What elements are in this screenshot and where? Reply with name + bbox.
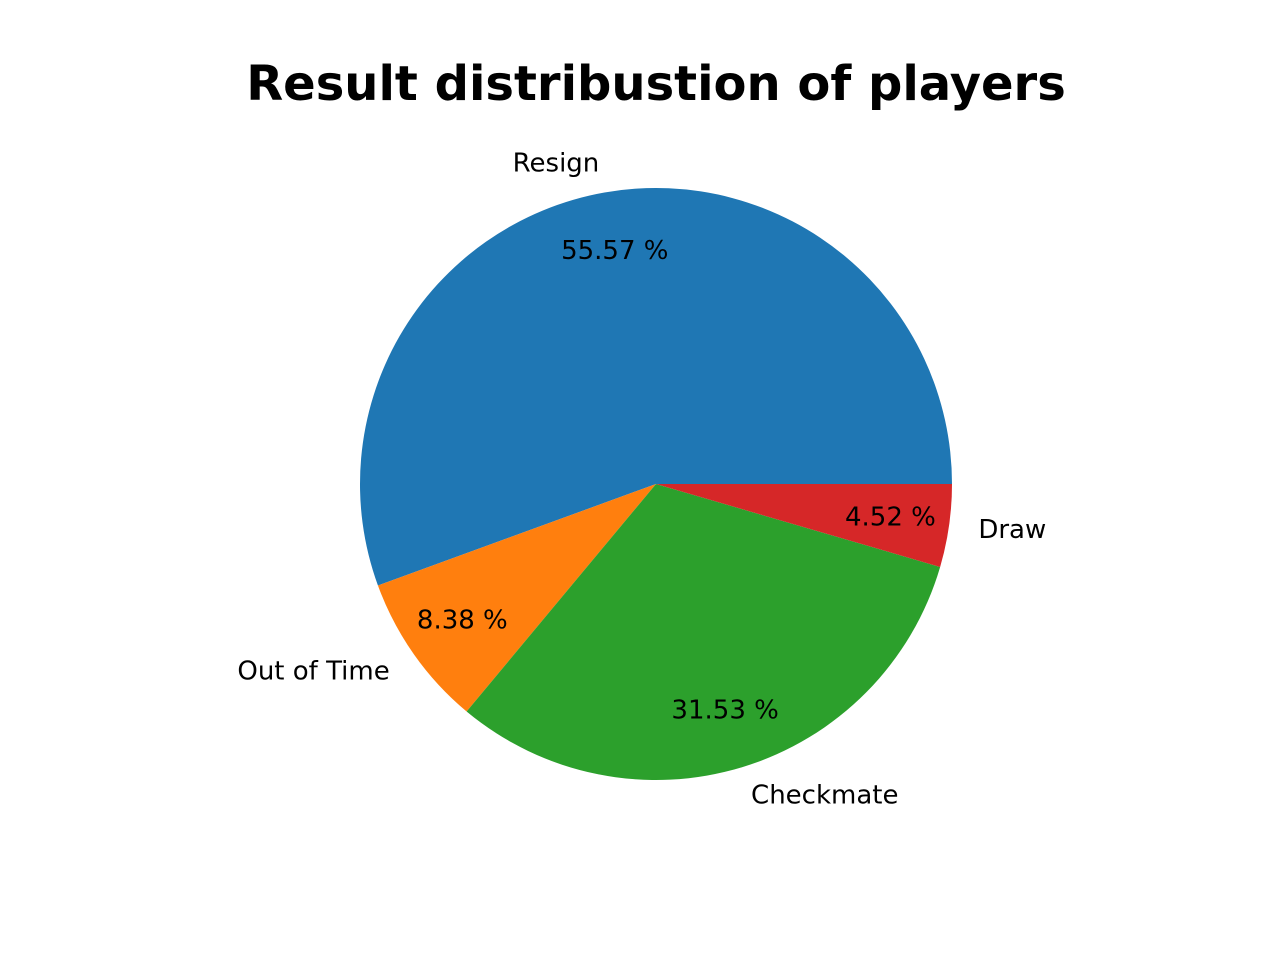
slice-percent-draw: 4.52 %: [845, 503, 936, 533]
pie-slice-checkmate: [466, 484, 941, 780]
chart-title: Result distribustion of players: [246, 56, 1066, 112]
slice-percent-resign: 55.57 %: [561, 236, 668, 266]
slice-label-resign: Resign: [513, 148, 600, 178]
slice-percent-checkmate: 31.53 %: [671, 695, 778, 725]
pie-slice-out-of-time: [377, 484, 656, 712]
slice-label-draw: Draw: [978, 515, 1046, 545]
pie-slice-resign: [360, 188, 952, 586]
pie-slice-draw: [656, 484, 952, 567]
pie-slices: [360, 188, 952, 780]
slice-label-out-of-time: Out of Time: [237, 656, 389, 686]
slice-percent-out-of-time: 8.38 %: [417, 605, 508, 635]
slice-label-checkmate: Checkmate: [751, 780, 898, 810]
pie-labels: Resign 55.57 % Out of Time 8.38 % Checkmate 3…: [237, 148, 1046, 810]
